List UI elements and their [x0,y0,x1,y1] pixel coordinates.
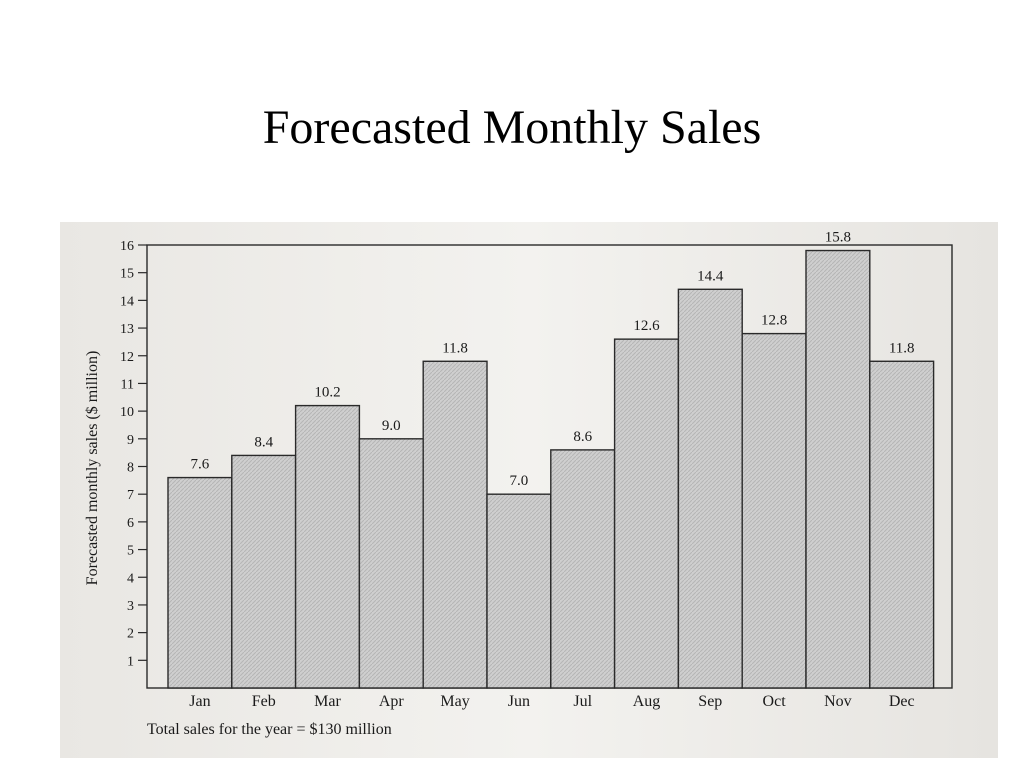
y-tick-label: 4 [127,571,134,586]
bar-feb [231,454,297,689]
data-label-jan: 7.6 [191,457,210,473]
y-tick-label: 16 [120,239,134,254]
total-sales-footnote: Total sales for the year = $130 million [147,721,392,738]
data-label-dec: 11.8 [889,340,915,356]
y-tick-label: 13 [120,322,134,337]
data-label-oct: 12.8 [761,313,787,329]
bar-jul [550,449,616,689]
y-tick-label: 11 [121,377,134,392]
bar-sep [677,288,743,689]
bar-jan [167,476,233,689]
y-tick-label: 2 [127,627,134,642]
x-tick-label-may: May [440,693,469,710]
y-tick-label: 3 [127,599,134,614]
y-tick-label: 6 [127,516,134,531]
data-label-sep: 14.4 [697,268,724,284]
bar-nov [805,249,871,689]
x-tick-label-aug: Aug [633,693,661,710]
x-tick-label-mar: Mar [314,693,341,710]
bar-jun [486,493,552,689]
y-tick-label: 14 [120,294,134,309]
x-tick-label-apr: Apr [379,693,405,710]
x-tick-label-feb: Feb [252,693,276,710]
data-label-apr: 9.0 [382,418,401,434]
y-tick-label: 15 [120,267,134,282]
chart-labels: 123456789101112131415167.6Jan8.4Feb10.2M… [120,230,915,710]
bar-oct [741,332,807,689]
x-tick-label-dec: Dec [889,693,915,710]
x-tick-label-jun: Jun [508,693,530,710]
bar-dec [869,360,935,689]
y-tick-label: 7 [127,488,134,503]
y-tick-label: 10 [120,405,134,420]
bar-apr [358,438,424,689]
data-label-feb: 8.4 [254,434,273,450]
y-tick-label: 12 [120,350,134,365]
data-label-mar: 10.2 [314,385,340,401]
bar-aug [613,338,680,689]
data-label-jun: 7.0 [510,473,529,489]
data-label-may: 11.8 [442,340,468,356]
x-tick-label-nov: Nov [824,693,852,710]
slide-title: Forecasted Monthly Sales [262,101,762,154]
bar-may [422,360,488,689]
y-axis-label: Forecasted monthly sales ($ million) [84,351,101,586]
chart-bars [167,249,935,689]
x-tick-label-oct: Oct [763,693,787,710]
x-tick-label-jan: Jan [189,693,210,710]
data-label-nov: 15.8 [825,230,851,246]
x-tick-label-jul: Jul [573,693,592,710]
y-tick-label: 8 [127,461,134,476]
x-tick-label-sep: Sep [698,693,722,710]
y-tick-label: 9 [127,433,134,448]
data-label-aug: 12.6 [633,318,660,334]
y-tick-label: 5 [127,544,134,559]
y-tick-label: 1 [127,654,134,669]
data-label-jul: 8.6 [573,429,592,445]
bar-mar [294,404,361,689]
